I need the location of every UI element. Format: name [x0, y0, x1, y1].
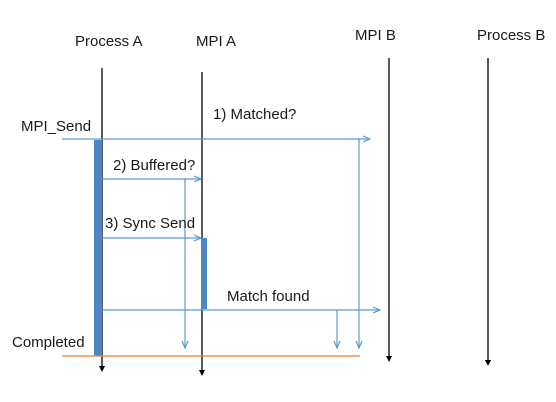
label-buffered: 2) Buffered? — [113, 157, 196, 174]
label-match-found: Match found — [227, 288, 310, 305]
activation-mpi-a — [201, 238, 207, 309]
lane-label-mpi-a: MPI A — [196, 33, 237, 50]
lane-label-process-a: Process A — [75, 33, 143, 50]
label-completed: Completed — [12, 334, 85, 351]
lane-label-process-b: Process B — [477, 27, 546, 44]
lifeline-process-b-arrowhead — [485, 360, 491, 366]
lifeline-mpi-b-arrowhead — [386, 356, 392, 362]
label-matched: 1) Matched? — [213, 106, 297, 123]
lifeline-process-a-arrowhead — [99, 366, 105, 372]
lifeline-mpi-a-arrowhead — [199, 370, 205, 376]
label-sync-send: 3) Sync Send — [105, 215, 196, 232]
label-mpi-send: MPI_Send — [21, 118, 92, 135]
activation-process-a — [94, 140, 102, 356]
lane-label-mpi-b: MPI B — [355, 27, 396, 44]
